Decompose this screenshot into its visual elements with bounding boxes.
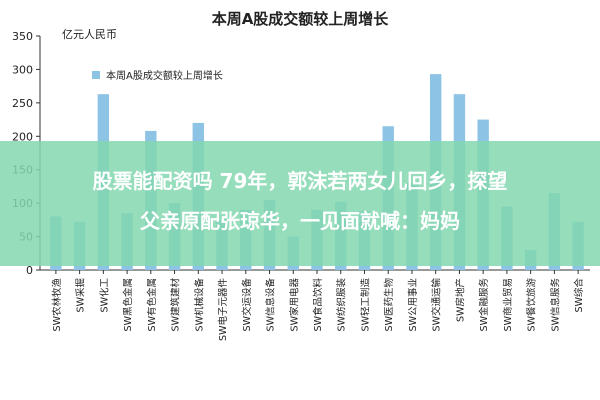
legend-label: 本周A股成交额较上周增长 bbox=[106, 69, 223, 82]
x-tick-label: SW商业贸易 bbox=[502, 278, 514, 331]
x-tick-label: SW黑色金属 bbox=[122, 278, 134, 331]
x-tick-label: SW建筑建材 bbox=[170, 278, 182, 332]
headline-banner bbox=[0, 141, 600, 266]
x-tick-label: SW电子元器件 bbox=[217, 278, 229, 341]
x-tick-label: SW交运设备 bbox=[241, 278, 253, 332]
unit-label: 亿元人民币 bbox=[62, 28, 117, 41]
x-tick-label: SW医药生物 bbox=[383, 278, 395, 332]
x-tick-label: SW房地产 bbox=[454, 278, 466, 322]
x-tick-label: SW轻工制造 bbox=[359, 278, 371, 332]
y-tick-label: 300 bbox=[12, 63, 33, 76]
chart-legend: 本周A股成交额较上周增长 bbox=[92, 69, 223, 82]
x-tick-label: SW家用电器 bbox=[288, 278, 300, 332]
x-tick-label: SW机械设备 bbox=[193, 278, 205, 332]
x-tick-label: SW综合 bbox=[573, 278, 585, 313]
x-tick-label: SW餐饮旅游 bbox=[526, 278, 538, 332]
x-tick-label: SW有色金属 bbox=[146, 278, 158, 331]
x-tick-label: SW食品饮料 bbox=[312, 278, 324, 332]
x-tick-label: SW农林牧渔 bbox=[51, 278, 63, 332]
y-tick-label: 250 bbox=[12, 97, 33, 110]
x-tick-label: SW信息服务 bbox=[549, 278, 561, 332]
y-tick-label: 0 bbox=[26, 264, 33, 277]
headline-line-1[interactable]: 股票能配资吗 79年，郭沫若两女儿回乡，探望 bbox=[92, 169, 508, 193]
x-tick-label: SW交通运输 bbox=[431, 278, 443, 332]
x-tick-label: SW金融服务 bbox=[478, 278, 490, 332]
x-tick-label: SW采掘 bbox=[75, 278, 87, 312]
x-tick-labels: SW农林牧渔 SW采掘 SW化工 SW黑色金属 SW有色金属 SW建筑建材 SW机械设备 SW… bbox=[51, 270, 585, 341]
y-tick-label: 200 bbox=[12, 130, 33, 143]
x-tick-label: SW化工 bbox=[98, 278, 110, 313]
y-tick-label: 350 bbox=[12, 30, 33, 43]
x-tick-label: SW公用事业 bbox=[407, 278, 419, 331]
chart-title: 本周A股成交额较上周增长 bbox=[212, 10, 390, 28]
x-tick-label: SW信息设备 bbox=[265, 278, 277, 332]
legend-swatch bbox=[92, 71, 100, 79]
headline-line-2[interactable]: 父亲原配张琼华，一见面就喊：妈妈 bbox=[140, 209, 460, 233]
x-tick-label: SW纺织服装 bbox=[336, 278, 348, 332]
